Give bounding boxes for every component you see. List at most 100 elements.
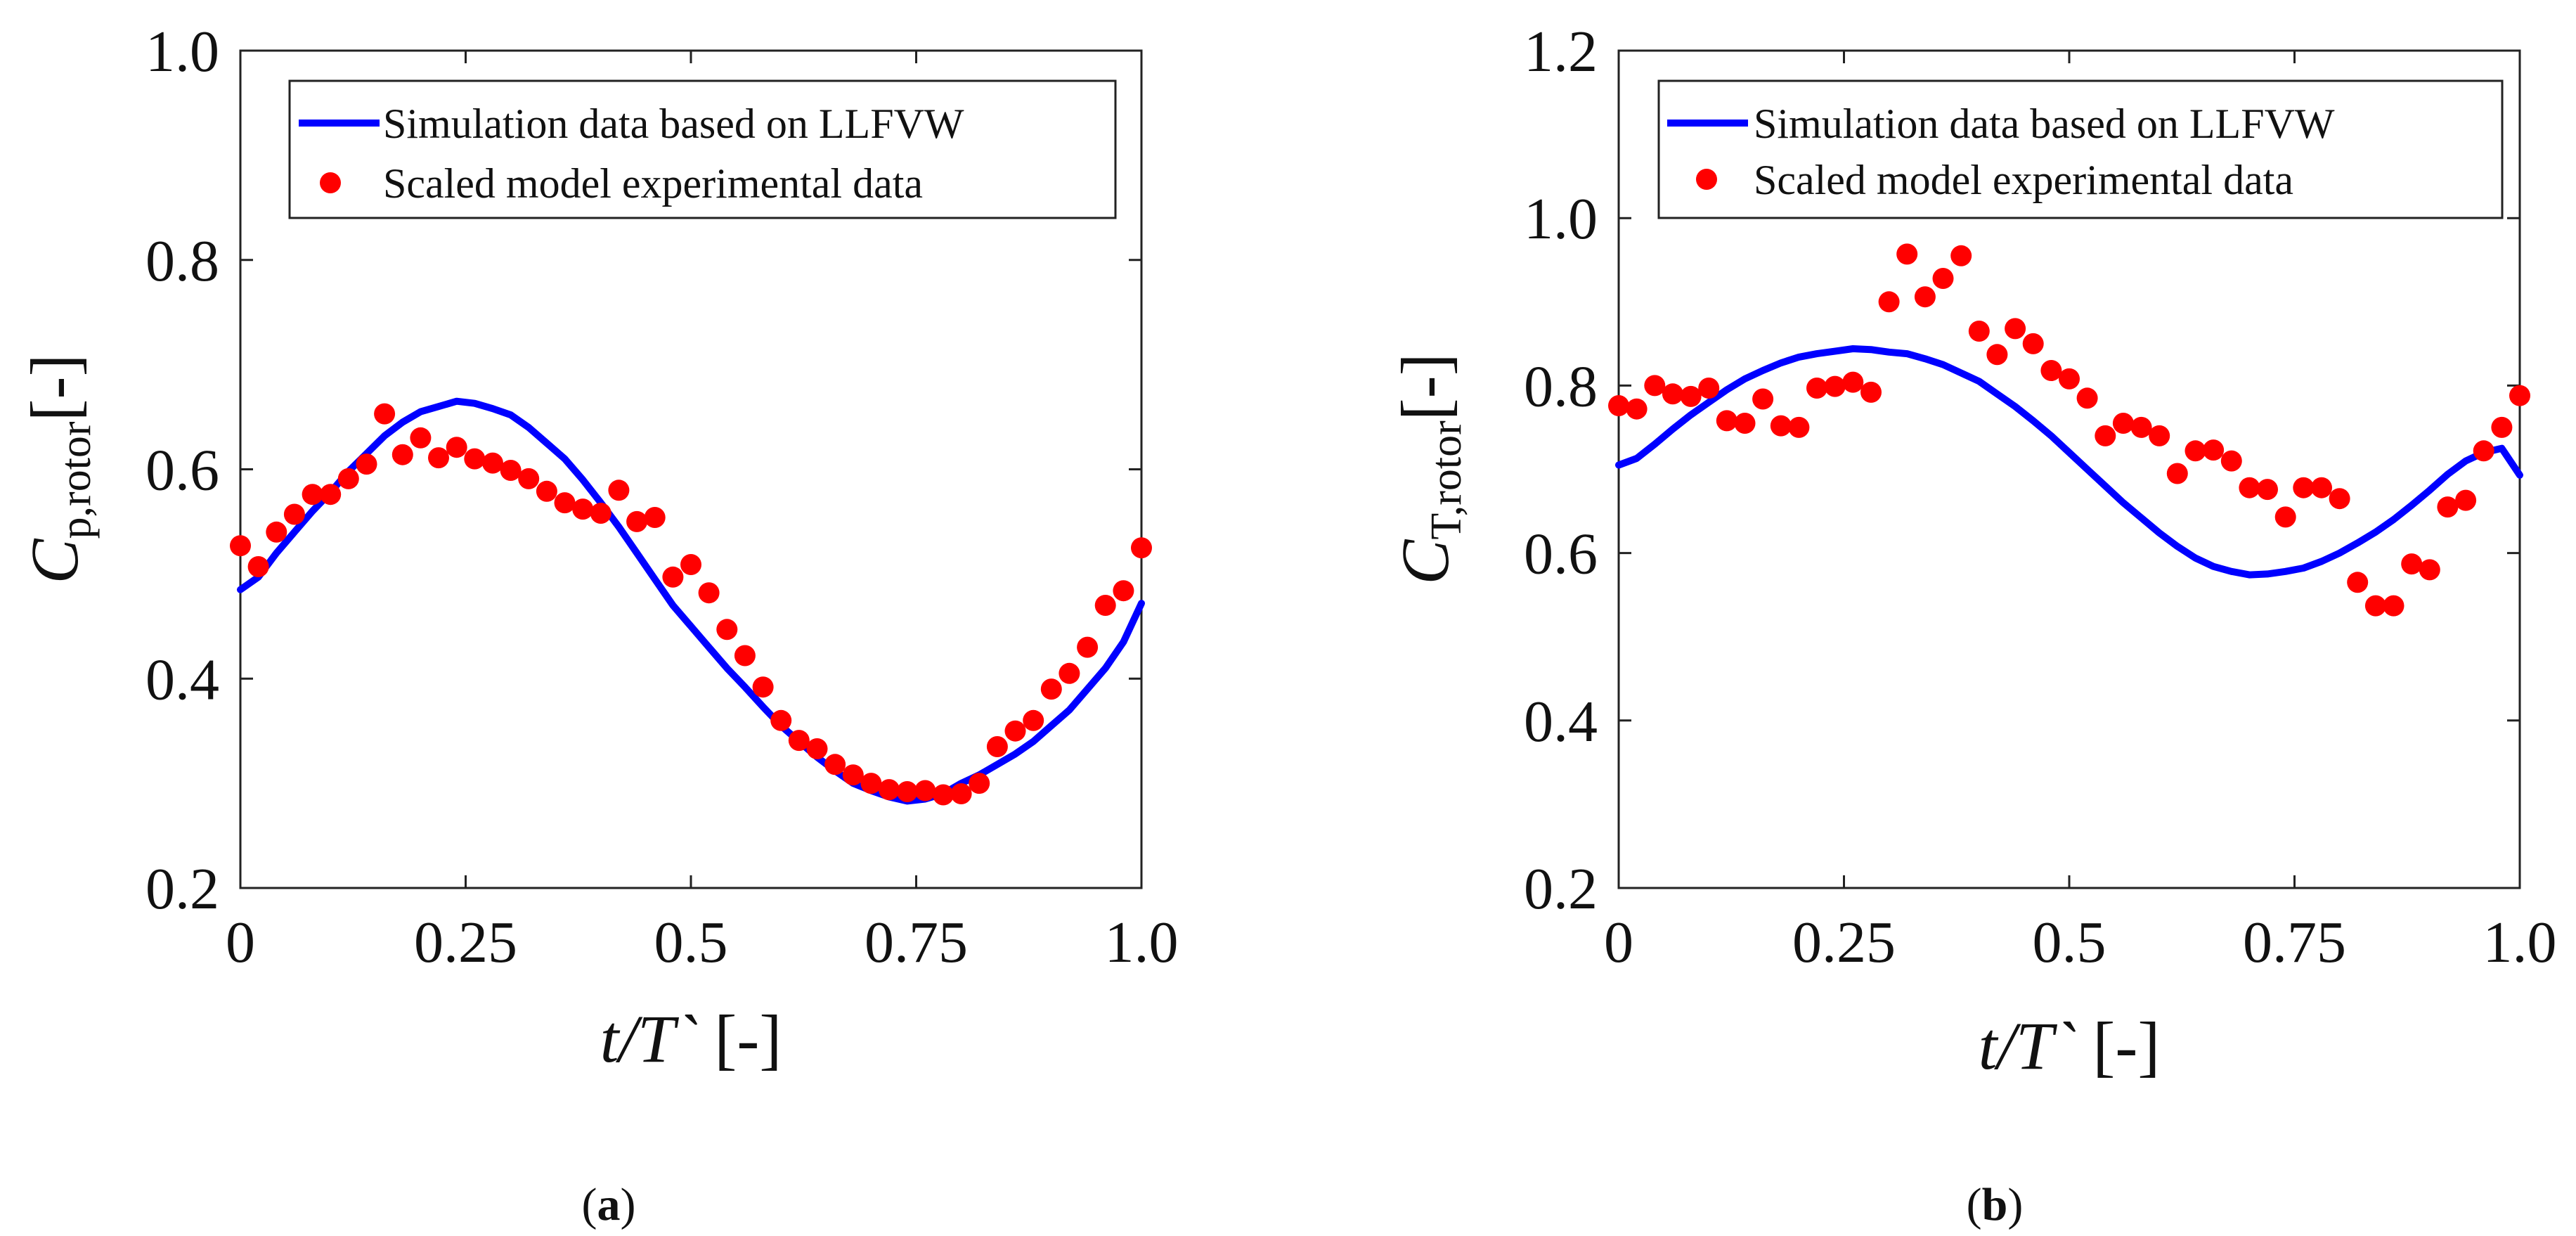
experimental-point (2364, 595, 2386, 617)
y-tick-label: 0.8 (1524, 354, 1598, 419)
x-tick-label: 0.25 (1792, 910, 1896, 975)
experimental-point (1950, 245, 1972, 266)
experimental-point (2473, 440, 2494, 462)
experimental-point (2185, 440, 2206, 462)
experimental-point (410, 427, 432, 449)
experimental-point (969, 773, 990, 794)
experimental-point (2437, 496, 2459, 518)
experimental-point (2239, 477, 2260, 498)
experimental-point (391, 444, 413, 465)
experimental-point (1680, 385, 1702, 407)
experimental-point (2383, 595, 2405, 617)
experimental-point (680, 554, 701, 575)
y-axis-label-a: Cp,rotor[-] (17, 354, 100, 584)
experimental-point (1878, 291, 1900, 313)
experimental-point (320, 484, 342, 506)
experimental-point (1896, 243, 1918, 265)
simulation-line (237, 397, 1145, 805)
x-tick-label: 0.75 (865, 910, 968, 975)
experimental-point (896, 781, 918, 802)
legend-box-b (1657, 79, 2504, 219)
experimental-point (2059, 368, 2080, 390)
experimental-point (1932, 268, 1954, 289)
experimental-point (626, 510, 648, 532)
x-tick-label: 0 (226, 910, 255, 975)
legend-b: Simulation data based on LLFVW Scaled mo… (1657, 79, 2504, 219)
experimental-point (464, 448, 486, 470)
experimental-point (1644, 375, 1666, 397)
experimental-point (752, 676, 774, 698)
experimental-point (2293, 477, 2315, 498)
experimental-point (266, 521, 287, 543)
experimental-point (2130, 416, 2152, 438)
experimental-point (482, 452, 503, 474)
experimental-point (2203, 439, 2225, 461)
legend-dot-swatch-a (320, 172, 341, 193)
experimental-point (1131, 537, 1152, 559)
experimental-point (337, 468, 359, 489)
y-tick-label: 0.6 (1524, 522, 1598, 587)
experimental-point (1770, 415, 1792, 437)
y-tick-label: 0.2 (145, 856, 219, 922)
experimental-point (2274, 506, 2296, 528)
experimental-point (2509, 385, 2530, 406)
simulation-line (1615, 345, 2523, 579)
experimental-point (374, 403, 396, 425)
legend-entry-simulation-b: Simulation data based on LLFVW (1754, 101, 2335, 147)
experimental-point (698, 582, 720, 604)
experimental-point (860, 773, 882, 794)
experimental-point (770, 709, 792, 731)
experimental-point (806, 738, 828, 759)
experimental-point (1077, 636, 1099, 658)
experimental-point (590, 503, 611, 524)
x-tick-label: 0.5 (654, 910, 728, 975)
experimental-point (1040, 678, 1062, 700)
legend-a: Simulation data based on LLFVW Scaled mo… (288, 79, 1117, 219)
experimental-point (2022, 333, 2044, 354)
experimental-point (1716, 410, 1737, 432)
experimental-point (2040, 360, 2062, 381)
experimental-point (356, 453, 377, 475)
experimental-point (1734, 413, 1756, 434)
experimental-point (1059, 662, 1080, 684)
legend-entry-experimental-b: Scaled model experimental data (1754, 157, 2293, 203)
y-tick-label: 1.0 (145, 19, 219, 84)
experimental-point (1094, 595, 1116, 616)
experimental-point (788, 730, 810, 752)
ticks-a: 0 0.25 0.5 0.75 1.0 0.2 0.4 0.6 0.8 1.0 (145, 19, 1179, 975)
experimental-point (644, 507, 666, 528)
experimental-point (1860, 381, 1882, 403)
experimental-point (518, 468, 540, 489)
experimental-point (2311, 477, 2332, 498)
x-tick-label: 0.25 (414, 910, 517, 975)
experimental-point (500, 460, 522, 481)
experimental-point (554, 492, 576, 514)
experimental-point (2401, 553, 2423, 575)
experimental-point (914, 780, 936, 802)
y-tick-label: 0.4 (1524, 689, 1598, 754)
experimental-point (2455, 489, 2477, 511)
panel-a: 0 0.25 0.5 0.75 1.0 0.2 0.4 0.6 0.8 1.0 Simulatio… (17, 19, 1179, 1230)
experimental-point (1752, 388, 1774, 410)
experimental-point (2419, 559, 2440, 581)
experimental-point (879, 779, 900, 801)
experimental-point (302, 484, 323, 506)
experimental-point (1842, 371, 1864, 393)
x-tick-label: 0 (1604, 910, 1633, 975)
experimental-point (428, 447, 449, 469)
panel-b: 0 0.25 0.5 0.75 1.0 0.2 0.4 0.6 0.8 1.0 1.2 Simula… (1387, 19, 2557, 1230)
experimental-point (1608, 395, 1629, 416)
experimental-point (1986, 344, 2008, 366)
experimental-point (2112, 413, 2134, 434)
legend-dot-swatch-b (1696, 169, 1717, 190)
experimental-point (1806, 378, 1827, 399)
experimental-point (986, 736, 1008, 757)
legend-entry-simulation-a: Simulation data based on LLFVW (383, 101, 964, 147)
experimental-point (1698, 378, 1720, 399)
legend-entry-experimental-a: Scaled model experimental data (383, 160, 923, 207)
experimental-point (2149, 425, 2170, 446)
experimental-point (2220, 450, 2242, 472)
legend-box-a (288, 79, 1117, 219)
panel-label-a: (a) (582, 1179, 636, 1230)
